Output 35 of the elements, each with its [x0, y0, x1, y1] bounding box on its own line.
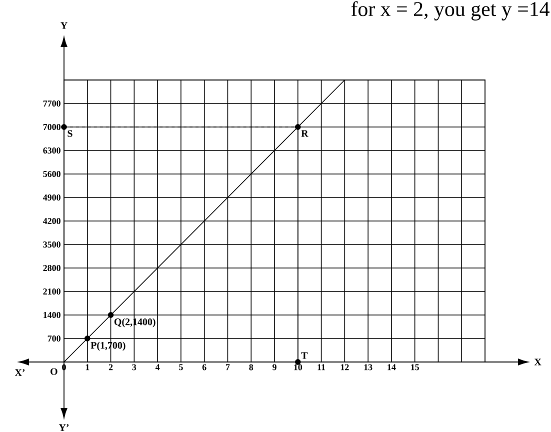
y-tick-label: 7000 — [43, 124, 60, 130]
x-tick-label: 6 — [202, 364, 206, 370]
annotation: S — [68, 130, 72, 137]
text: X’ — [14, 369, 25, 376]
x-tick-label: 3 — [132, 364, 136, 370]
y-tick-label: 4900 — [43, 194, 60, 201]
x-tick-label: 13 — [364, 364, 372, 370]
y-tick-label: 6300 — [43, 147, 60, 154]
annotation: T — [301, 352, 308, 359]
x-tick-label: 2 — [108, 364, 113, 370]
x-tick-label: 15 — [411, 364, 419, 370]
text: Y’ — [58, 424, 69, 431]
y-tick-label: 700 — [48, 335, 60, 342]
y-tick-label: 5600 — [43, 170, 60, 178]
x-tick-label: 11 — [318, 364, 326, 370]
x-tick-label: 5 — [179, 364, 183, 370]
y-tick-label: 7700 — [43, 100, 60, 107]
text: X — [534, 358, 542, 366]
text: O — [50, 368, 58, 375]
y-tick-label: 1400 — [44, 312, 60, 318]
y-tick-label: 3500 — [43, 241, 60, 248]
chart-title: for x = 2, you get y =14 — [351, 1, 550, 20]
x-tick-label: 14 — [388, 364, 396, 370]
x-tick-label: 10 — [294, 364, 302, 370]
text: Y — [60, 22, 68, 29]
x-tick-label: 7 — [226, 364, 230, 370]
x-tick-label: 1 — [86, 364, 90, 370]
y-tick-label: 2800 — [43, 264, 60, 272]
y-tick-label: 2100 — [43, 288, 60, 295]
y-tick-label: 4200 — [43, 218, 60, 224]
x-tick-label: 4 — [155, 364, 160, 370]
x-tick-label: 8 — [249, 364, 254, 370]
x-tick-label: 12 — [340, 364, 349, 370]
x-tick-label: 9 — [272, 364, 276, 370]
annotation: R — [301, 130, 308, 137]
